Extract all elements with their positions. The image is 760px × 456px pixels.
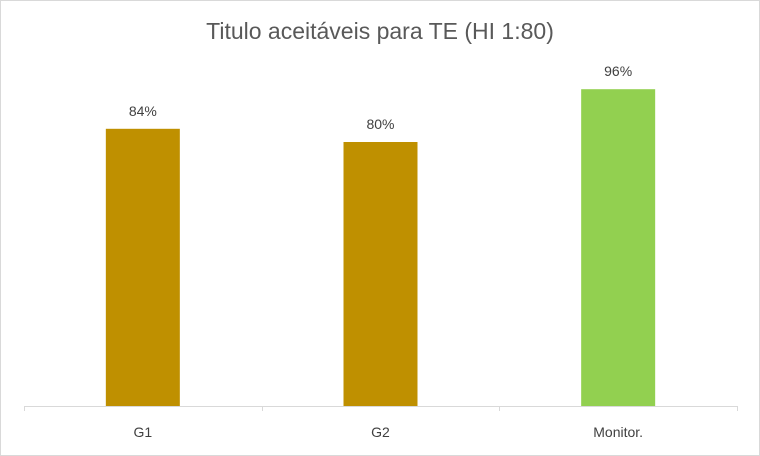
- bars-group: [105, 89, 656, 407]
- data-label-g1: 84%: [129, 103, 157, 119]
- bar-g1: [105, 128, 180, 407]
- bar-g2: [343, 142, 418, 406]
- x-tick-label-g1: G1: [133, 424, 152, 440]
- x-tick-label-g2: G2: [371, 424, 390, 440]
- x-tick-labels-group: G1 G2 Monitor.: [133, 424, 643, 440]
- bar-monitor: [581, 89, 656, 406]
- x-axis: [24, 406, 738, 411]
- chart-title: Titulo aceitáveis para TE (HI 1:80): [206, 18, 554, 44]
- data-label-g2: 80%: [366, 116, 394, 132]
- x-tick-label-monitor: Monitor.: [593, 424, 643, 440]
- data-labels-group: 84% 80% 96%: [129, 63, 632, 132]
- data-label-monitor: 96%: [604, 63, 632, 79]
